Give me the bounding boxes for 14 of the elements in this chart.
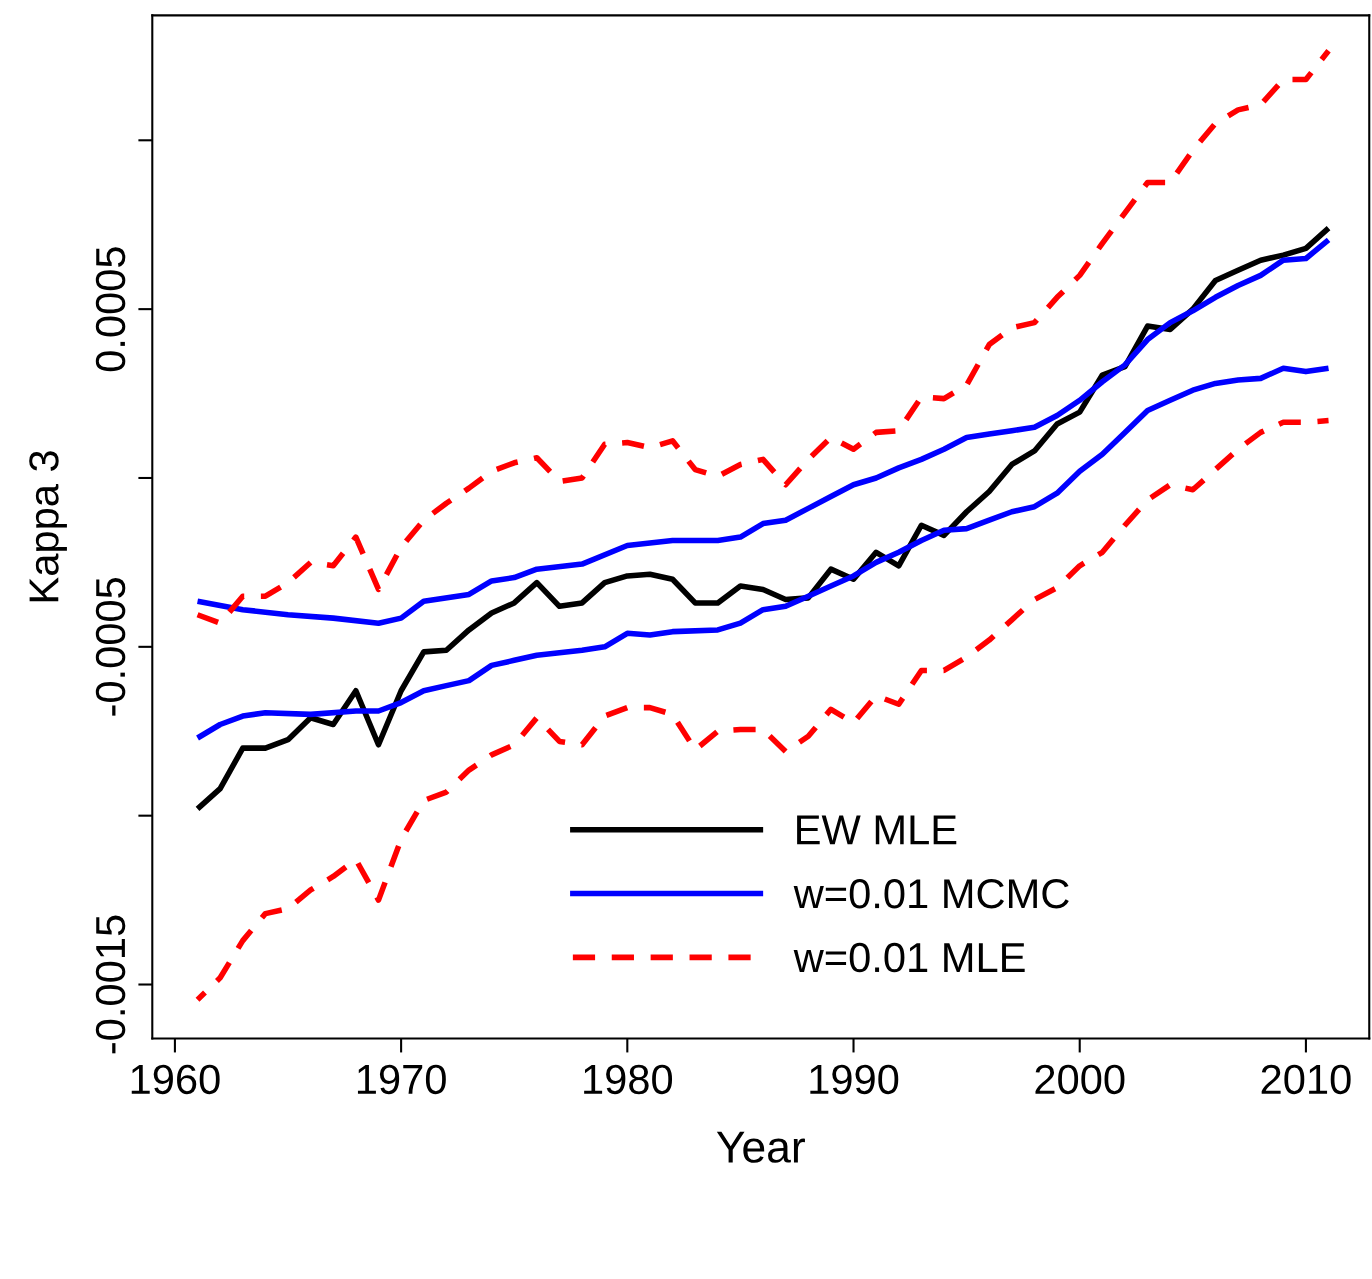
legend-label: w=0.01 MCMC <box>793 879 1069 909</box>
y-axis-title: Kappa 3 <box>29 451 67 602</box>
x-tick-label: 1980 <box>584 1064 673 1095</box>
x-tick-label: 1990 <box>810 1064 899 1095</box>
x-tick-label: 2000 <box>1035 1064 1125 1095</box>
legend-label: EW MLE <box>797 815 957 845</box>
x-tick-label: 2010 <box>1261 1064 1351 1095</box>
legend-label: w=0.01 MLE <box>793 942 1025 973</box>
x-tick-label: 1970 <box>357 1064 446 1095</box>
y-tick-label: 0.0005 <box>95 247 126 372</box>
x-tick-label: 1960 <box>131 1064 220 1095</box>
y-tick-label: -0.0005 <box>95 577 126 716</box>
x-axis-title: Year <box>716 1131 805 1163</box>
y-tick-label: -0.0015 <box>95 915 126 1054</box>
